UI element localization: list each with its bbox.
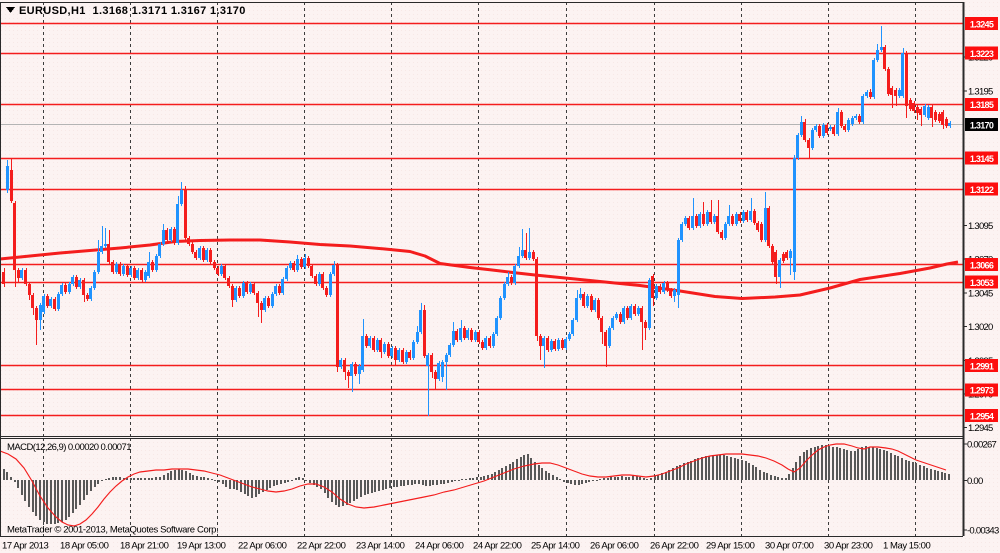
svg-text:1.2973: 1.2973 xyxy=(970,386,994,396)
svg-text:1.3245: 1.3245 xyxy=(970,19,994,29)
svg-text:-0.00343: -0.00343 xyxy=(967,526,999,537)
svg-text:1.3045: 1.3045 xyxy=(968,288,993,299)
svg-text:1 May 15:00: 1 May 15:00 xyxy=(883,541,930,552)
svg-text:29 Apr 15:00: 29 Apr 15:00 xyxy=(706,541,755,552)
svg-text:30 Apr 07:00: 30 Apr 07:00 xyxy=(765,541,814,552)
svg-text:1.3053: 1.3053 xyxy=(970,278,994,288)
svg-text:26 Apr 22:00: 26 Apr 22:00 xyxy=(650,541,699,552)
svg-text:1.3223: 1.3223 xyxy=(970,49,994,59)
svg-text:1.3066: 1.3066 xyxy=(970,260,994,270)
svg-text:0.00: 0.00 xyxy=(967,476,983,487)
svg-text:1.2991: 1.2991 xyxy=(970,362,994,372)
svg-text:0.00267: 0.00267 xyxy=(967,440,997,451)
svg-text:MetaTrader © 2001-2013, MetaQu: MetaTrader © 2001-2013, MetaQuotes Softw… xyxy=(7,525,218,536)
svg-text:19 Apr 13:00: 19 Apr 13:00 xyxy=(177,541,226,552)
svg-text:1.2945: 1.2945 xyxy=(968,423,993,434)
svg-text:22 Apr 06:00: 22 Apr 06:00 xyxy=(238,541,287,552)
svg-text:MACD(12,26,9) 0.00020 0.00071: MACD(12,26,9) 0.00020 0.00071 xyxy=(7,442,131,453)
svg-text:1.3170: 1.3170 xyxy=(970,120,994,130)
svg-text:18 Apr 21:00: 18 Apr 21:00 xyxy=(120,541,169,552)
svg-text:22 Apr 22:00: 22 Apr 22:00 xyxy=(297,541,346,552)
svg-text:1.3195: 1.3195 xyxy=(968,86,993,97)
svg-text:26 Apr 06:00: 26 Apr 06:00 xyxy=(590,541,639,552)
svg-text:24 Apr 22:00: 24 Apr 22:00 xyxy=(473,541,522,552)
svg-text:23 Apr 14:00: 23 Apr 14:00 xyxy=(356,541,405,552)
svg-text:EURUSD,H1 1.3168 1.3171 1.316: EURUSD,H1 1.3168 1.3171 1.3167 1.3170 xyxy=(19,5,246,17)
svg-text:1.3122: 1.3122 xyxy=(970,185,994,195)
svg-text:30 Apr 23:00: 30 Apr 23:00 xyxy=(824,541,873,552)
svg-text:25 Apr 14:00: 25 Apr 14:00 xyxy=(531,541,580,552)
svg-text:1.2954: 1.2954 xyxy=(970,411,994,421)
svg-text:1.3145: 1.3145 xyxy=(970,154,994,164)
svg-text:1.3095: 1.3095 xyxy=(968,221,993,232)
svg-text:1.3185: 1.3185 xyxy=(970,100,994,110)
svg-text:17 Apr 2013: 17 Apr 2013 xyxy=(2,541,48,552)
svg-text:24 Apr 06:00: 24 Apr 06:00 xyxy=(415,541,464,552)
svg-text:18 Apr 05:00: 18 Apr 05:00 xyxy=(60,541,109,552)
svg-text:1.3020: 1.3020 xyxy=(968,322,993,333)
